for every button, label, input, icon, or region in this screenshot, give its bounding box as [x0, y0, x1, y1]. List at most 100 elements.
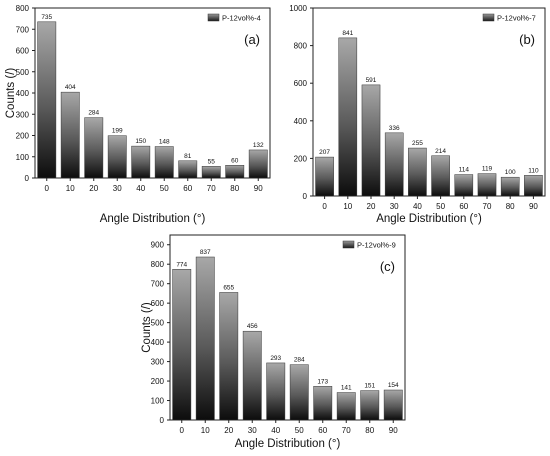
bar: [107, 135, 127, 179]
legend-label: P-12vol%-9: [357, 241, 396, 250]
y-tick-label: 800: [294, 42, 308, 51]
y-tick-label: 600: [294, 79, 308, 88]
y-tick-label: 600: [151, 299, 165, 308]
bar: [289, 364, 309, 421]
bar: [266, 362, 286, 421]
x-tick-label: 30: [390, 202, 399, 211]
x-tick-label: 90: [254, 184, 263, 193]
bar: [201, 166, 221, 179]
bar: [384, 132, 404, 197]
x-axis-title: Angle Distribution (°): [100, 213, 206, 225]
chart-panel-c: 0 100 200 300 400 500 600 700 800 900 774 0 837 10 655…: [141, 234, 406, 450]
bar-value-label: 81: [184, 153, 192, 160]
bar-value-label: 591: [366, 77, 377, 84]
x-tick-label: 80: [230, 184, 239, 193]
bar-value-label: 132: [253, 142, 264, 149]
x-tick-label: 20: [89, 184, 98, 193]
bar-value-label: 150: [135, 138, 146, 145]
x-tick-label: 50: [160, 184, 169, 193]
x-tick-label: 80: [506, 202, 515, 211]
bar-value-label: 151: [364, 383, 375, 390]
bar: [225, 165, 245, 179]
chart-panel-a: 0 100 200 300 400 500 600 700 800 735 0 404 10 284 20 1…: [5, 4, 271, 225]
bar-value-label: 404: [65, 84, 76, 91]
x-tick-label: 40: [413, 202, 422, 211]
bar: [360, 390, 380, 421]
bar: [219, 292, 239, 421]
bar-value-label: 284: [294, 357, 305, 364]
y-tick-label: 500: [16, 68, 30, 77]
bar-value-label: 173: [317, 378, 328, 385]
bar-value-label: 214: [435, 148, 446, 155]
bar: [524, 175, 543, 197]
x-tick-label: 0: [45, 184, 50, 193]
bar: [242, 330, 262, 421]
bar: [37, 21, 57, 179]
panel-label: (a): [244, 32, 260, 47]
bar-value-label: 841: [342, 30, 353, 37]
y-tick-label: 600: [16, 47, 30, 56]
x-tick-label: 60: [183, 184, 192, 193]
x-tick-label: 0: [180, 426, 185, 435]
x-tick-label: 40: [136, 184, 145, 193]
x-tick-label: 90: [529, 202, 538, 211]
x-tick-label: 60: [459, 202, 468, 211]
bar-value-label: 774: [176, 261, 187, 268]
bar-value-label: 456: [247, 323, 258, 330]
bar-value-label: 199: [112, 128, 123, 135]
x-tick-label: 90: [389, 426, 398, 435]
bar-value-label: 154: [388, 382, 399, 389]
panel-label: (b): [519, 32, 535, 47]
x-tick-label: 50: [295, 426, 304, 435]
bar: [131, 145, 151, 179]
bar-value-label: 60: [231, 157, 239, 164]
bar-value-label: 148: [159, 139, 170, 146]
x-tick-label: 30: [113, 184, 122, 193]
bar: [84, 117, 104, 179]
x-tick-label: 70: [483, 202, 492, 211]
legend-swatch: [342, 240, 355, 249]
y-tick-label: 500: [151, 319, 165, 328]
bar: [454, 174, 474, 197]
legend-swatch: [207, 13, 220, 22]
x-axis-title: Angle Distribution (°): [376, 213, 482, 225]
y-tick-label: 100: [151, 397, 165, 406]
bar: [313, 386, 333, 421]
y-tick-label: 200: [294, 154, 308, 163]
bar: [195, 256, 215, 421]
y-tick-label: 900: [151, 241, 165, 250]
bar-value-label: 141: [341, 385, 352, 392]
y-tick-label: 400: [16, 89, 30, 98]
bar-value-label: 207: [319, 149, 330, 156]
x-tick-label: 10: [201, 426, 210, 435]
y-axis-title: Counts (/): [5, 68, 17, 119]
bar-value-label: 837: [200, 249, 211, 256]
x-tick-label: 20: [367, 202, 376, 211]
y-tick-label: 200: [16, 132, 30, 141]
bar-value-label: 100: [505, 169, 516, 176]
bar: [172, 269, 192, 421]
bar: [408, 147, 427, 197]
x-tick-label: 20: [224, 426, 233, 435]
y-tick-label: 700: [151, 280, 165, 289]
bar-value-label: 284: [88, 110, 99, 117]
bar: [178, 160, 198, 179]
y-axis-title: Counts (/): [141, 302, 153, 353]
bar: [248, 149, 268, 179]
bar: [477, 173, 497, 197]
bar-value-label: 119: [482, 166, 493, 173]
chart-panel-b: 0 200 400 600 800 1000 207 0 841 10 591 20 336 30 255 4…: [289, 4, 546, 225]
y-tick-label: 200: [151, 377, 165, 386]
bar: [361, 84, 381, 197]
x-tick-label: 80: [365, 426, 374, 435]
x-tick-label: 10: [343, 202, 352, 211]
bar: [315, 156, 334, 197]
x-axis-title: Angle Distribution (°): [235, 438, 341, 450]
bar: [336, 392, 356, 421]
x-tick-label: 70: [342, 426, 351, 435]
bar-value-label: 655: [223, 284, 234, 291]
y-tick-label: 0: [160, 416, 165, 425]
bar: [383, 389, 403, 421]
legend-label: P-12vol%-7: [497, 14, 536, 23]
y-tick-label: 0: [303, 192, 308, 201]
